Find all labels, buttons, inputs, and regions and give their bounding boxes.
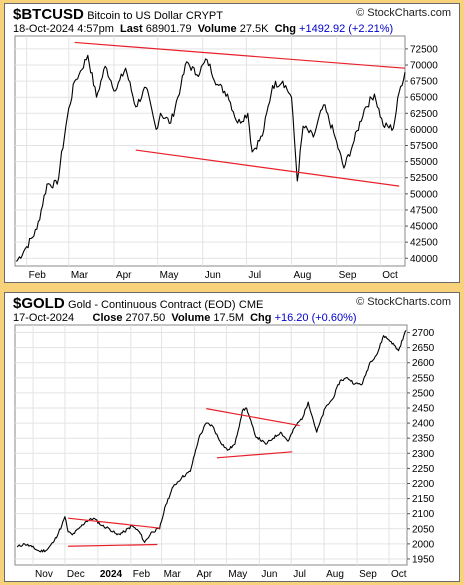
gold-ytick-label: 2450 [412, 404, 435, 415]
gold-trendline [216, 451, 293, 459]
btc-trendline [135, 149, 400, 187]
btc-ytick-label: 60000 [410, 125, 438, 136]
btc-name: Bitcoin to US Dollar [87, 10, 183, 22]
btc-volume-value: 27.5K [239, 23, 269, 35]
btc-price-plot: 40000 42500 45000 47500 50000 52500 55000 57500… [14, 35, 438, 281]
btc-last-label: Last [120, 23, 143, 35]
btc-ytick-label: 50000 [410, 189, 438, 200]
gold-xtick-label: 2024 [100, 569, 123, 580]
btc-xtick-label: Mar [71, 270, 89, 281]
gold-price-line [16, 330, 407, 553]
btc-xtick-label: Jun [205, 270, 221, 281]
btc-xtick-label: Sep [339, 270, 357, 281]
gold-title: $GOLD Gold - Continuous Contract (EOD) C… [13, 295, 263, 312]
gold-trendline [206, 408, 300, 427]
gold-ytick-label: 2250 [412, 464, 435, 475]
btc-chg-value: +1492.92 (+2.21%) [299, 23, 394, 35]
gold-volume-label: Volume [171, 312, 211, 324]
btc-title: $BTCUSD Bitcoin to US Dollar CRYPT [13, 6, 223, 23]
btc-price-line [16, 54, 406, 262]
btc-xtick-label: Apr [116, 270, 132, 281]
gold-trendline [68, 517, 161, 529]
gold-plot-frame [14, 324, 408, 566]
gold-trendline [68, 543, 158, 547]
gold-ytick-label: 2600 [412, 358, 435, 369]
gold-volume-value: 17.5M [213, 312, 244, 324]
btc-ytick-label: 40000 [410, 254, 438, 265]
gold-price-plot: 1950 2000 2050 2100 2150 2200 2250 2300 2350 2400… [14, 324, 435, 580]
btc-xtick-label: Oct [382, 270, 398, 281]
btc-ytick-label: 57500 [410, 141, 438, 152]
gold-ytick-label: 2000 [412, 539, 435, 550]
btc-ytick-label: 55000 [410, 157, 438, 168]
btc-brand: © StockCharts.com [356, 7, 451, 19]
gold-close-label: Close [92, 312, 123, 324]
gold-xtick-label: Feb [133, 569, 151, 580]
gold-xtick-label: May [228, 569, 247, 580]
gold-xtick-label: Jul [293, 569, 306, 580]
btc-plot-frame [14, 35, 406, 267]
gold-ytick-label: 1950 [412, 554, 435, 565]
gold-ytick-label: 2500 [412, 388, 435, 399]
gold-ytick-label: 2300 [412, 449, 435, 460]
gold-xtick-label: Nov [35, 569, 53, 580]
btc-xtick-label: Feb [29, 270, 47, 281]
btc-quote-line: 18-Oct-2024 4:57pm Last 68901.79 Volume … [13, 23, 393, 35]
gold-ytick-label: 2550 [412, 373, 435, 384]
gold-xtick-label: Oct [391, 569, 407, 580]
btc-volume-label: Volume [197, 23, 237, 35]
gold-xtick-label: Dec [67, 569, 85, 580]
btc-ytick-label: 52500 [410, 173, 438, 184]
btc-ytick-label: 67500 [410, 77, 438, 88]
gold-ytick-label: 2050 [412, 524, 435, 535]
gold-name: Gold - Continuous Contract (EOD) [68, 299, 236, 311]
gold-brand: © StockCharts.com [356, 296, 451, 308]
btc-last-value: 68901.79 [145, 23, 192, 35]
gold-xtick-label: Sep [359, 569, 377, 580]
gold-symbol: $GOLD [13, 295, 65, 312]
btc-xtick-label: May [160, 270, 179, 281]
btc-xtick-label: Jul [248, 270, 261, 281]
gold-ytick-label: 2650 [412, 343, 435, 354]
gold-chg-label: Chg [250, 312, 272, 324]
gold-close-value: 2707.50 [125, 312, 166, 324]
gold-ytick-label: 2400 [412, 419, 435, 430]
gold-exchange: CME [238, 299, 264, 311]
gold-chart-panel: $GOLD Gold - Continuous Contract (EOD) C… [4, 292, 460, 582]
gold-date: 17-Oct-2024 [13, 312, 75, 324]
btc-ytick-label: 47500 [410, 205, 438, 216]
gold-ytick-label: 2150 [412, 494, 435, 505]
btc-chart-panel: $BTCUSD Bitcoin to US Dollar CRYPT © Sto… [4, 3, 460, 283]
btc-xtick-label: Aug [293, 270, 311, 281]
btc-ytick-label: 65000 [410, 93, 438, 104]
gold-xtick-label: Aug [326, 569, 344, 580]
btc-ytick-label: 72500 [410, 44, 438, 55]
gold-ytick-label: 2100 [412, 509, 435, 520]
gold-chg-value: +16.20 (+0.60%) [274, 312, 357, 324]
gold-quote-line: 17-Oct-2024 Close 2707.50 Volume 17.5M C… [13, 312, 357, 324]
gold-xtick-label: Jun [261, 569, 277, 580]
gold-xtick-label: Apr [197, 569, 213, 580]
btc-date: 18-Oct-2024 4:57pm [13, 23, 114, 35]
gold-xtick-label: Mar [164, 569, 182, 580]
btc-chg-label: Chg [274, 23, 296, 35]
btc-ytick-label: 62500 [410, 109, 438, 120]
btc-ytick-label: 45000 [410, 222, 438, 233]
gold-ytick-label: 2200 [412, 479, 435, 490]
gold-ytick-label: 2700 [412, 328, 435, 339]
btc-ytick-label: 42500 [410, 238, 438, 249]
btc-symbol: $BTCUSD [13, 6, 84, 23]
btc-exchange: CRYPT [185, 10, 223, 22]
btc-trendline [74, 41, 406, 69]
btc-ytick-label: 70000 [410, 60, 438, 71]
gold-ytick-label: 2350 [412, 434, 435, 445]
